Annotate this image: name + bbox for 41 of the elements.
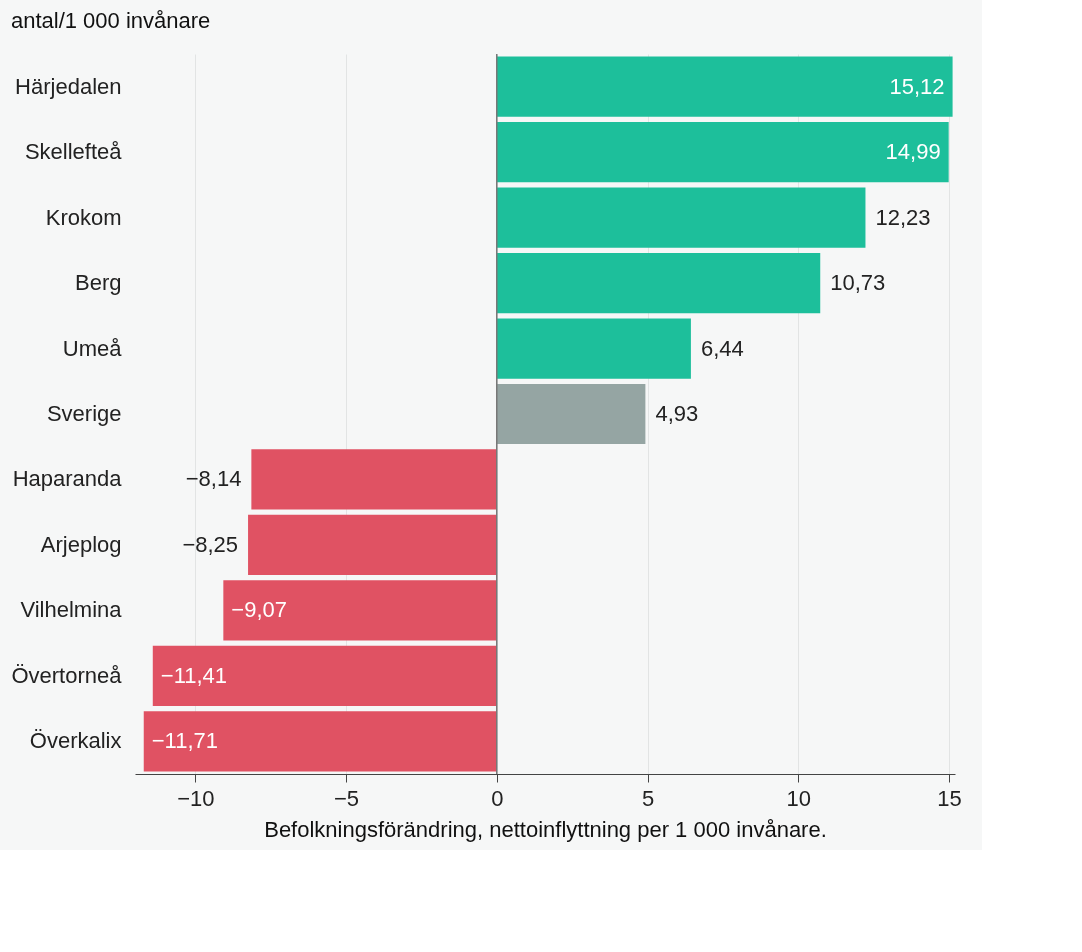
bar [496, 187, 866, 248]
bar [152, 645, 497, 706]
bar [496, 318, 691, 379]
data-label: 4,93 [655, 401, 699, 426]
y-tick-label: Härjedalen [15, 73, 122, 99]
data-label: 10,73 [830, 270, 886, 296]
bar [496, 122, 949, 183]
data-label: 12,23 [875, 204, 931, 230]
bar [496, 56, 953, 117]
data-label: −9,07 [231, 597, 287, 623]
y-tick-label: Sverige [46, 401, 122, 426]
y-tick-label: Krokom [45, 204, 122, 230]
bar [251, 449, 497, 510]
data-label: −8,14 [185, 466, 242, 492]
bar [496, 252, 821, 314]
x-tick-label: 0 [491, 785, 504, 811]
data-label: −11,71 [151, 728, 219, 754]
x-tick-label: −10 [177, 785, 215, 811]
y-tick-label: Berg [75, 270, 122, 296]
x-tick-label: 10 [786, 785, 811, 811]
x-axis-title: Befolkningsförändring, nettoinflyttning per 1 000 invånare. [264, 816, 827, 842]
x-tick-label: −5 [333, 785, 360, 811]
y-tick-label: Övertorneå [11, 662, 123, 688]
chart-title: antal/1 000 invånare [10, 8, 211, 34]
y-tick-label: Haparanda [12, 466, 123, 492]
data-label: 14,99 [885, 139, 941, 165]
bar [248, 514, 497, 576]
data-label: 15,12 [889, 73, 945, 99]
y-tick-label: Umeå [62, 335, 123, 361]
x-tick-label: 15 [937, 785, 962, 811]
x-tick-label: 5 [641, 785, 655, 811]
y-tick-label: Överkalix [29, 728, 122, 754]
bar [143, 711, 497, 772]
y-tick-label: Arjeplog [40, 531, 122, 557]
y-tick-label: Skellefteå [24, 139, 123, 165]
data-label: 6,44 [700, 335, 744, 361]
y-tick-label: Vilhelmina [20, 597, 123, 623]
bar [496, 383, 646, 445]
data-label: −8,25 [182, 531, 239, 557]
data-label: −11,41 [160, 662, 228, 688]
bar [223, 580, 497, 641]
